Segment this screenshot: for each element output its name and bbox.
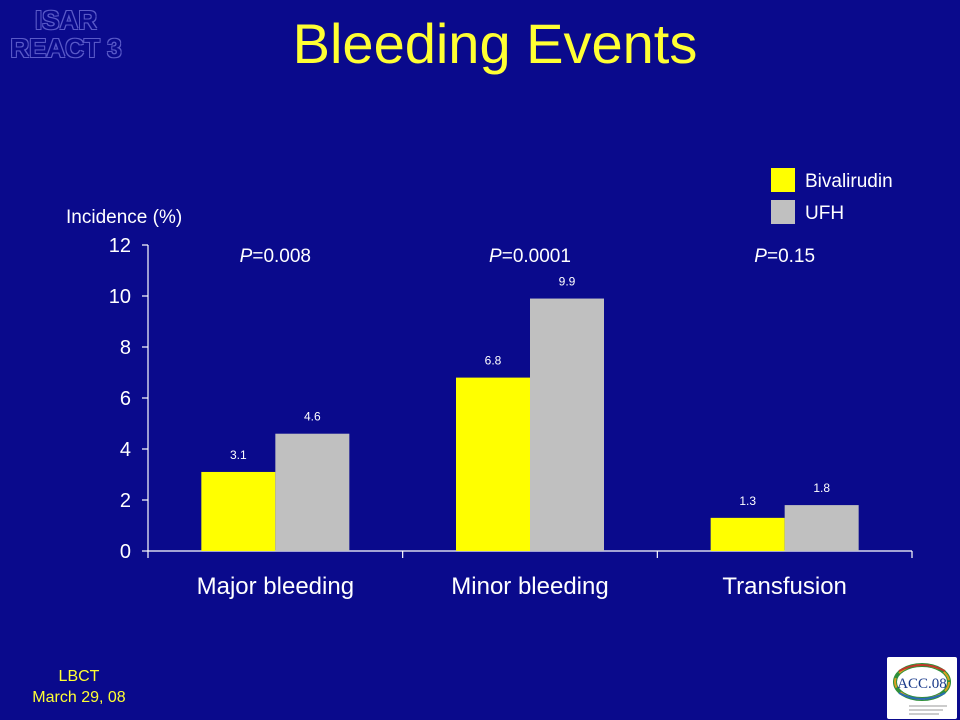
bar-value-label: 6.8 <box>485 354 502 368</box>
acc-logo-wordmark: ACC.08 <box>897 676 947 692</box>
bar-ufh <box>275 433 350 551</box>
bar-ufh <box>784 505 859 551</box>
legend-swatch-ufh <box>771 200 795 224</box>
footer-date: March 29, 08 <box>32 689 126 706</box>
x-category-label: Major bleeding <box>197 573 354 600</box>
legend-label-bivalirudin: Bivalirudin <box>805 171 893 192</box>
acc-logo: ACC.08 <box>887 657 957 719</box>
bar-bivalirudin <box>710 517 785 551</box>
x-category-label: Transfusion <box>722 573 847 600</box>
p-value-label: P=0.0001 <box>489 246 571 267</box>
p-value-label: P=0.15 <box>754 246 815 267</box>
bar-value-label: 3.1 <box>230 448 247 462</box>
bar-value-label: 4.6 <box>304 410 321 424</box>
bar-value-label: 9.9 <box>559 275 576 289</box>
trial-name-line: REACT 3 <box>10 33 122 63</box>
legend-label-ufh: UFH <box>805 203 844 224</box>
acc-logo-icon: ACC.08 <box>893 663 951 715</box>
p-value-label: P=0.008 <box>240 246 311 267</box>
trial-name-line: ISAR <box>34 5 98 35</box>
bar-bivalirudin <box>456 377 530 551</box>
footer-session: LBCT <box>58 668 100 685</box>
bar-ufh <box>530 298 604 551</box>
bar-value-label: 1.3 <box>739 494 756 508</box>
y-tick-label: 12 <box>109 235 131 257</box>
bar-value-label: 1.8 <box>813 481 830 495</box>
y-tick-label: 6 <box>120 388 131 410</box>
trial-name-watermark: ISAR REACT 3 <box>10 6 122 62</box>
footer-note: LBCT March 29, 08 <box>14 666 144 708</box>
y-tick-label: 10 <box>109 286 131 308</box>
y-tick-label: 2 <box>120 490 131 512</box>
y-tick-label: 8 <box>120 337 131 359</box>
y-tick-label: 0 <box>120 541 131 563</box>
slide-title: Bleeding Events <box>292 12 698 75</box>
y-axis-title: Incidence (%) <box>66 207 182 228</box>
y-tick-label: 4 <box>120 439 131 461</box>
legend-swatch-bivalirudin <box>771 168 795 192</box>
x-category-label: Minor bleeding <box>451 573 608 600</box>
bar-bivalirudin <box>201 471 276 551</box>
